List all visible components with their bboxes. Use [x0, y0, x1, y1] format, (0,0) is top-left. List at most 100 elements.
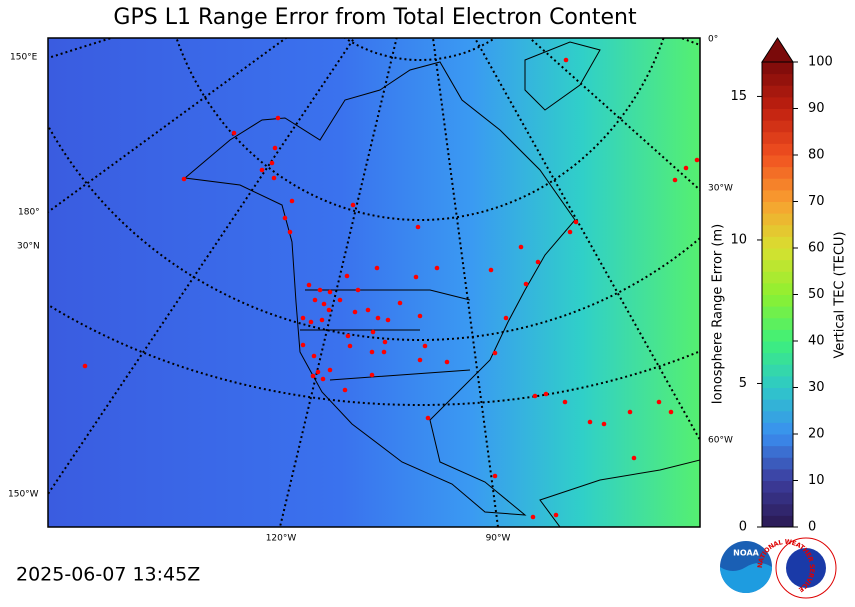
station — [342, 387, 348, 393]
range-tick-label: 0 — [739, 520, 747, 535]
colorbar-band — [762, 399, 793, 412]
graticule-labels: 150°E 180° 30°N 150°W 120°W 90°W 0° 30°W… — [8, 35, 733, 544]
station — [601, 421, 607, 427]
colorbar-extension — [761, 37, 794, 63]
station — [683, 165, 689, 171]
colorbar-band — [762, 120, 793, 133]
station — [518, 244, 524, 250]
station — [415, 224, 421, 230]
station — [311, 353, 317, 359]
station — [422, 343, 428, 349]
station — [345, 333, 351, 339]
station — [375, 315, 381, 321]
station — [319, 317, 325, 323]
colorbar-band — [762, 410, 793, 423]
station — [315, 369, 321, 375]
station — [532, 393, 538, 399]
station — [535, 259, 541, 265]
station — [317, 287, 323, 293]
tec-tick-label: 80 — [808, 148, 825, 163]
colorbar-band — [762, 434, 793, 447]
station — [374, 265, 380, 271]
station — [668, 409, 674, 415]
station — [563, 57, 569, 63]
colorbar-band — [762, 352, 793, 365]
stations — [82, 57, 700, 520]
noaa-logo: NOAA — [720, 541, 772, 593]
lon-label: 120°W — [266, 534, 297, 544]
lon-label: 0° — [708, 35, 718, 45]
station — [282, 215, 288, 221]
station — [382, 339, 388, 345]
colorbar-band — [762, 445, 793, 458]
map-frame — [47, 37, 701, 528]
tec-tick-label: 10 — [808, 473, 825, 488]
colorbar-band — [762, 515, 793, 528]
station — [385, 317, 391, 323]
station — [312, 297, 318, 303]
tec-tick-label: 20 — [808, 427, 825, 442]
station — [355, 287, 361, 293]
lon-label: 30°W — [708, 184, 733, 194]
coastlines — [183, 41, 700, 527]
station — [434, 265, 440, 271]
station — [492, 350, 498, 356]
colorbar-band — [762, 201, 793, 214]
tec-field — [48, 38, 700, 527]
station — [310, 373, 316, 379]
station — [320, 376, 326, 382]
station — [672, 177, 678, 183]
lon-label: 90°W — [486, 534, 511, 544]
station — [344, 273, 350, 279]
station — [656, 399, 662, 405]
colorbar-band — [762, 62, 793, 75]
station — [369, 372, 375, 378]
range-error-label: Ionosphere Range Error (m) — [711, 224, 726, 404]
colorbar-band — [762, 166, 793, 179]
colorbar-band — [762, 341, 793, 354]
range-tick-label: 5 — [739, 376, 747, 391]
colorbar-band — [762, 213, 793, 226]
colorbar-band — [762, 294, 793, 307]
range-tick-label: 10 — [730, 232, 747, 247]
tec-tick-label: 60 — [808, 241, 825, 256]
station — [259, 167, 265, 173]
station — [269, 160, 275, 166]
colorbar-band — [762, 329, 793, 342]
colorbar-band — [762, 503, 793, 516]
station — [503, 315, 509, 321]
station — [181, 176, 187, 182]
colorbar-band — [762, 224, 793, 237]
colorbar-band — [762, 271, 793, 284]
station — [523, 281, 529, 287]
colorbar-band — [762, 236, 793, 249]
station — [397, 300, 403, 306]
tec-tick-label: 90 — [808, 101, 825, 116]
station — [417, 357, 423, 363]
station — [365, 307, 371, 313]
colorbar-band — [762, 457, 793, 470]
station — [567, 229, 573, 235]
colorbar-band — [762, 282, 793, 295]
station — [425, 415, 431, 421]
lon-label: 60°W — [708, 436, 733, 446]
station — [694, 157, 700, 163]
range-tick-label: 15 — [730, 89, 747, 104]
colorbar-band — [762, 375, 793, 388]
colorbar-band — [762, 178, 793, 191]
title: GPS L1 Range Error from Total Electron C… — [113, 5, 637, 30]
station — [530, 514, 536, 520]
noaa-text: NOAA — [733, 549, 759, 558]
colorbar-band — [762, 387, 793, 400]
colorbar-band — [762, 364, 793, 377]
station — [381, 349, 387, 355]
tec-label: Vertical TEC (TECU) — [833, 231, 848, 358]
lon-label: 150°E — [10, 53, 38, 63]
timestamp: 2025-06-07 13:45Z — [16, 564, 200, 586]
colorbar-band — [762, 259, 793, 272]
station — [562, 399, 568, 405]
tec-tick-label: 40 — [808, 334, 825, 349]
station — [370, 329, 376, 335]
station — [326, 307, 332, 313]
